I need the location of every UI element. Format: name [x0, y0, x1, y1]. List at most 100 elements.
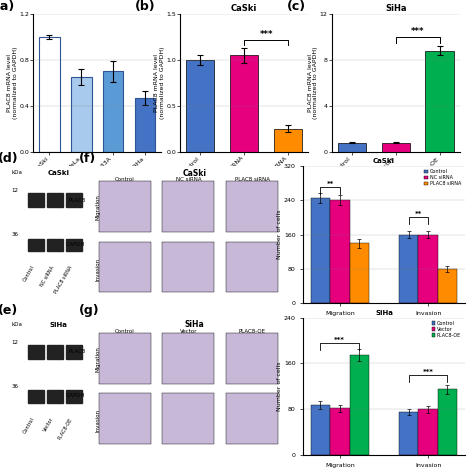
Bar	[438, 269, 457, 303]
Bar	[399, 235, 419, 303]
Text: **: **	[327, 181, 334, 187]
Text: (c): (c)	[287, 0, 306, 13]
Text: ***: ***	[411, 27, 425, 36]
Bar	[230, 55, 258, 152]
Text: SiHa: SiHa	[184, 320, 204, 329]
Bar	[330, 408, 349, 455]
Bar	[419, 409, 438, 455]
Text: CaSki: CaSki	[48, 170, 70, 176]
Text: Invasion: Invasion	[96, 409, 101, 432]
Bar	[99, 181, 151, 232]
FancyBboxPatch shape	[66, 391, 82, 403]
Text: PLAC8: PLAC8	[68, 349, 85, 355]
Bar	[438, 389, 457, 455]
Text: NC siRNA: NC siRNA	[39, 265, 55, 287]
Bar	[99, 333, 151, 383]
Title: SiHa: SiHa	[375, 310, 393, 316]
Text: PLAC8-OE: PLAC8-OE	[57, 417, 74, 440]
FancyBboxPatch shape	[28, 391, 44, 403]
Text: Control: Control	[23, 417, 36, 435]
Text: Control: Control	[115, 328, 135, 334]
Bar	[163, 333, 214, 383]
Bar	[226, 393, 278, 444]
Text: Control: Control	[115, 177, 135, 182]
Bar	[226, 242, 278, 292]
Legend: Control, NC siRNA, PLAC8 siRNA: Control, NC siRNA, PLAC8 siRNA	[423, 168, 462, 187]
FancyBboxPatch shape	[66, 193, 82, 207]
Text: 12: 12	[12, 188, 19, 193]
Bar	[39, 37, 60, 152]
Bar	[163, 393, 214, 444]
Bar	[330, 201, 349, 303]
FancyBboxPatch shape	[47, 239, 63, 251]
Text: Migration: Migration	[96, 346, 101, 372]
Text: **: **	[415, 211, 422, 217]
Bar	[274, 129, 302, 152]
Text: kDa: kDa	[12, 170, 23, 175]
Bar	[310, 405, 330, 455]
FancyBboxPatch shape	[47, 193, 63, 207]
Text: PLAC8 siRNA: PLAC8 siRNA	[54, 265, 74, 294]
Text: kDa: kDa	[12, 322, 23, 327]
Text: SiHa: SiHa	[50, 322, 68, 328]
FancyBboxPatch shape	[66, 239, 82, 251]
Text: (g): (g)	[79, 304, 100, 317]
Y-axis label: Number of cells: Number of cells	[277, 210, 283, 259]
Bar	[399, 412, 419, 455]
Bar	[103, 72, 123, 152]
FancyBboxPatch shape	[47, 391, 63, 403]
Bar	[163, 242, 214, 292]
Bar	[226, 333, 278, 383]
Bar	[349, 355, 369, 455]
Bar	[310, 198, 330, 303]
Text: Control: Control	[23, 265, 36, 283]
FancyBboxPatch shape	[28, 239, 44, 251]
Bar	[163, 181, 214, 232]
Text: (e): (e)	[0, 304, 18, 317]
Bar	[71, 77, 91, 152]
Text: 36: 36	[12, 232, 19, 237]
Text: (a): (a)	[0, 0, 15, 13]
Title: CaSki: CaSki	[231, 4, 257, 13]
Bar	[426, 51, 454, 152]
Text: 36: 36	[12, 384, 19, 389]
Bar	[226, 181, 278, 232]
Text: Vector: Vector	[180, 328, 197, 334]
Y-axis label: PLAC8 mRNA level
(normalized to GAPDH): PLAC8 mRNA level (normalized to GAPDH)	[7, 47, 18, 119]
FancyBboxPatch shape	[66, 345, 82, 359]
Text: 12: 12	[12, 340, 19, 345]
Text: (b): (b)	[136, 0, 156, 13]
FancyBboxPatch shape	[28, 193, 44, 207]
Text: Vector: Vector	[43, 417, 55, 433]
Bar	[135, 98, 155, 152]
Y-axis label: PLAC8 mRNA level
(normalized to GAPDH): PLAC8 mRNA level (normalized to GAPDH)	[154, 47, 165, 119]
Text: ***: ***	[259, 30, 273, 39]
Text: CaSki: CaSki	[182, 169, 206, 178]
Text: GAPDH: GAPDH	[66, 242, 85, 247]
FancyBboxPatch shape	[28, 345, 44, 359]
Bar	[349, 243, 369, 303]
Y-axis label: PLAC8 mRNA level
(normalized to GAPDH): PLAC8 mRNA level (normalized to GAPDH)	[308, 47, 319, 119]
Title: SiHa: SiHa	[385, 4, 407, 13]
FancyBboxPatch shape	[47, 345, 63, 359]
Bar	[99, 242, 151, 292]
Text: NC siRNA: NC siRNA	[175, 177, 201, 182]
Bar	[419, 235, 438, 303]
Bar	[337, 143, 366, 152]
Title: CaSki: CaSki	[373, 158, 395, 164]
Text: (f): (f)	[79, 152, 96, 165]
Text: Invasion: Invasion	[96, 257, 101, 281]
Text: GAPDH: GAPDH	[66, 393, 85, 399]
Text: (d): (d)	[0, 152, 19, 165]
Y-axis label: Number of cells: Number of cells	[277, 362, 283, 411]
Text: PLAC8: PLAC8	[68, 198, 85, 203]
Text: ***: ***	[423, 369, 434, 375]
Bar	[186, 60, 214, 152]
Bar	[382, 143, 410, 152]
Text: Migration: Migration	[96, 194, 101, 220]
Legend: Control, Vector, PLAC8-OE: Control, Vector, PLAC8-OE	[430, 320, 462, 339]
Text: PLAC8 siRNA: PLAC8 siRNA	[235, 177, 270, 182]
Bar	[99, 393, 151, 444]
Text: PLAC8-OE: PLAC8-OE	[238, 328, 265, 334]
Text: ***: ***	[334, 337, 345, 343]
